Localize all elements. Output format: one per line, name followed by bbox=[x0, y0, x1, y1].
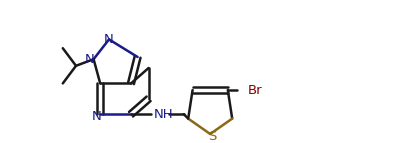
Text: Br: Br bbox=[248, 84, 262, 97]
Text: N: N bbox=[91, 110, 101, 123]
Text: NH: NH bbox=[154, 108, 173, 121]
Text: N: N bbox=[85, 53, 95, 66]
Text: S: S bbox=[208, 131, 216, 143]
Text: N: N bbox=[104, 33, 114, 46]
